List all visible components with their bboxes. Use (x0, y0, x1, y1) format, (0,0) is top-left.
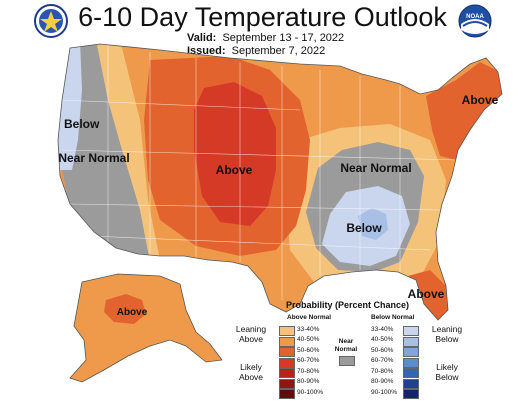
legend-range-above-1: 40-50% (297, 336, 320, 343)
conus-outline (57, 43, 503, 321)
label-above-florida: Above (408, 287, 445, 301)
legend-range-below-5: 80-90% (371, 378, 394, 385)
legend-range-above-4: 70-80% (297, 367, 320, 375)
legend-below-header: Below Normal (371, 314, 415, 321)
legend-range-below-3: 60-70% (371, 357, 394, 364)
below-east-core (358, 208, 388, 240)
label-above-alaska: Above (117, 307, 148, 318)
label-above-central: Above (216, 163, 253, 177)
legend-swatch-above-0 (279, 326, 295, 336)
legend-range-below-1: 40-50% (371, 336, 394, 343)
legend-range-above-5: 80-90% (297, 378, 320, 385)
doc-seal-icon (34, 4, 68, 38)
above-60-core (194, 82, 276, 226)
alaska-above-core (104, 294, 146, 324)
map-title: 6-10 Day Temperature Outlook (78, 2, 447, 32)
noaa-logo-icon: NOAA (458, 4, 492, 38)
legend-swatch-near (339, 356, 355, 366)
legend-swatch-above-4 (279, 368, 295, 378)
issued-date: September 7, 2022 (231, 45, 326, 57)
label-above-northeast: Above (462, 93, 499, 107)
legend-swatch-above-5 (279, 378, 295, 389)
valid-dates: September 13 - 17, 2022 (222, 32, 345, 44)
state-lines (59, 46, 461, 300)
legend-swatch-below-1 (403, 336, 419, 347)
above-50-florida (408, 270, 448, 320)
label-near-normal-west: Near Normal (58, 151, 129, 165)
legend-swatch-below-6 (403, 389, 419, 399)
label-below-east: Below (346, 221, 382, 235)
legend-near-normal: Near Normal (334, 338, 358, 353)
legend-title: Probability (Percent Chance) (285, 300, 410, 310)
label-below-west: Below (64, 117, 100, 131)
legend-swatch-above-1 (279, 336, 295, 347)
label-near-normal-west-text: Near Normal (58, 151, 129, 165)
legend-swatch-above-3 (279, 357, 295, 368)
legend-swatch-below-3 (403, 357, 419, 368)
probability-legend: Probability (Percent Chance) Above Norma… (231, 300, 464, 403)
legend-leaning-below: Leaning Below (431, 324, 463, 344)
legend-swatch-below-4 (403, 368, 419, 378)
legend-swatch-above-2 (279, 347, 295, 357)
date-block: Valid: September 13 - 17, 2022 Issued: S… (187, 32, 344, 58)
legend-swatch-below-5 (403, 378, 419, 389)
legend-range-below-0: 33-40% (371, 325, 394, 333)
above-50-northeast (426, 62, 502, 160)
legend-leaning-above: Leaning Above (235, 324, 267, 344)
legend-range-below-2: 50-60% (371, 346, 394, 354)
legend-likely-above: Likely Above (238, 362, 264, 382)
legend-range-above-3: 60-70% (297, 357, 320, 364)
legend-likely-below: Likely Below (435, 362, 459, 382)
legend-range-above-2: 50-60% (297, 346, 320, 354)
legend-range-below-4: 70-80% (371, 367, 394, 375)
legend-range-above-0: 33-40% (297, 325, 320, 333)
valid-row: Valid: September 13 - 17, 2022 (187, 32, 344, 45)
valid-label: Valid: (187, 32, 217, 44)
alaska-base (69, 273, 223, 383)
legend-swatch-below-2 (403, 347, 419, 357)
legend-range-below-6: 90-100% (371, 388, 398, 396)
svg-text:NOAA: NOAA (466, 14, 484, 20)
legend-swatch-below-0 (403, 326, 419, 336)
legend-swatch-above-6 (279, 389, 295, 399)
legend-range-above-6: 90-100% (297, 388, 324, 396)
legend-above-header: Above Normal (287, 314, 332, 321)
label-near-normal-east: Near Normal (340, 161, 411, 175)
issued-row: Issued: September 7, 2022 (187, 45, 344, 58)
